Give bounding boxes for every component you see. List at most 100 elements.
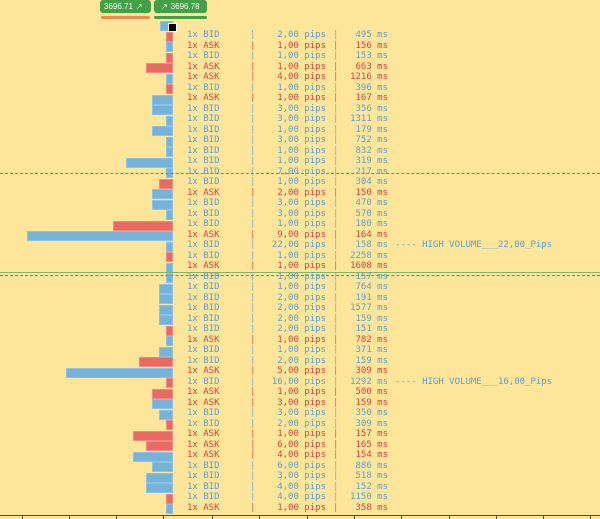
separator: | xyxy=(333,334,339,345)
axis-tick xyxy=(22,515,23,519)
ask-volume-bar xyxy=(133,430,173,441)
separator: | xyxy=(250,240,256,250)
separator: | xyxy=(250,376,256,387)
ask-volume-bar xyxy=(166,84,173,94)
high-volume-note: ---- HIGH VOLUME___22,00_Pips xyxy=(395,240,553,250)
separator: | xyxy=(333,450,339,460)
trade-ms: 309 ms xyxy=(355,366,388,376)
trade-row: 1x BID | 7,00 pips | 217 ms xyxy=(0,167,600,178)
trade-pips: 1,00 pips xyxy=(277,40,326,51)
bid-volume-bar xyxy=(166,73,173,84)
bid-volume-bar xyxy=(133,451,173,462)
trade-pips: 22,00 pips xyxy=(271,240,326,250)
trade-pips: 3,00 pips xyxy=(277,208,326,219)
trade-side: 1x ASK xyxy=(187,387,220,397)
trade-ms: 1292 ms xyxy=(350,376,388,387)
separator: | xyxy=(250,408,256,418)
trade-ms: 159 ms xyxy=(355,397,388,408)
ask-volume-bar xyxy=(166,31,173,42)
separator: | xyxy=(333,219,339,229)
trade-ms: 319 ms xyxy=(355,156,388,166)
trade-pips: 3,00 pips xyxy=(277,471,326,481)
trade-row: 1x BID | 3,00 pips | 518 ms xyxy=(0,471,600,482)
trade-pips: 1,00 pips xyxy=(277,124,326,135)
trade-pips: 1,00 pips xyxy=(277,51,326,61)
separator: | xyxy=(250,82,256,93)
trade-ms: 2258 ms xyxy=(350,250,388,261)
separator: | xyxy=(250,145,256,156)
trade-ms: 217 ms xyxy=(355,166,388,177)
axis-tick xyxy=(212,515,213,519)
bid-volume-bar xyxy=(152,462,173,472)
trade-ms: 350 ms xyxy=(355,408,388,418)
trade-pips: 1,00 pips xyxy=(277,271,326,282)
bid-volume-bar xyxy=(152,94,173,105)
trade-side: 1x BID xyxy=(187,355,220,366)
trade-pips: 9,00 pips xyxy=(277,229,326,240)
high-volume-note: ---- HIGH VOLUME___16,00_Pips xyxy=(395,376,553,387)
bid-price: 3696.71 xyxy=(104,2,133,11)
trade-ms: 151 ms xyxy=(355,324,388,334)
separator: | xyxy=(250,114,256,124)
arrow-up-right-icon: ↗ xyxy=(135,2,143,11)
trade-ms: 158 ms xyxy=(355,240,388,250)
bid-volume-bar xyxy=(152,199,173,210)
trade-ms: 157 ms xyxy=(355,271,388,282)
trade-ms: 153 ms xyxy=(355,51,388,61)
axis-tick xyxy=(590,515,591,519)
separator: | xyxy=(333,292,339,303)
trade-pips: 1,00 pips xyxy=(277,345,326,355)
separator: | xyxy=(250,229,256,240)
separator: | xyxy=(250,292,256,303)
trade-ms: 152 ms xyxy=(355,481,388,492)
trade-pips: 2,00 pips xyxy=(277,292,326,303)
separator: | xyxy=(250,208,256,219)
separator: | xyxy=(250,166,256,177)
separator: | xyxy=(250,219,256,229)
trade-ms: 179 ms xyxy=(355,124,388,135)
separator: | xyxy=(333,208,339,219)
trade-row: 1x BID | 2,00 pips | 151 ms xyxy=(0,324,600,335)
bid-volume-bar xyxy=(166,336,173,346)
trade-row: 1x BID | 2,00 pips | 191 ms xyxy=(0,293,600,304)
separator: | xyxy=(333,229,339,240)
trade-ms: 1216 ms xyxy=(350,72,388,82)
trade-pips: 1,00 pips xyxy=(277,61,326,72)
separator: | xyxy=(333,261,339,271)
trade-row: 1x BID | 1,00 pips | 319 ms xyxy=(0,156,600,167)
bid-volume-bar xyxy=(159,409,173,420)
trade-row: 1x BID | 1,00 pips | 832 ms xyxy=(0,146,600,157)
trade-ms: 154 ms xyxy=(355,450,388,460)
ask-price-badge[interactable]: ↗ 3696.78 xyxy=(154,0,207,13)
axis-tick xyxy=(401,515,402,519)
separator: | xyxy=(250,481,256,492)
trade-row: 1x BID | 1,00 pips | 371 ms xyxy=(0,345,600,356)
trade-side: 1x BID xyxy=(187,313,220,324)
trade-row: 1x BID | 3,00 pips | 1311 ms xyxy=(0,114,600,125)
trade-ms: 159 ms xyxy=(355,355,388,366)
trade-side: 1x BID xyxy=(187,481,220,492)
trade-side: 1x BID xyxy=(187,82,220,93)
trade-side: 1x ASK xyxy=(187,40,220,51)
trade-row: 1x ASK | 5,00 pips | 309 ms xyxy=(0,366,600,377)
separator: | xyxy=(250,250,256,261)
trade-pips: 2,00 pips xyxy=(277,313,326,324)
trade-side: 1x BID xyxy=(187,292,220,303)
trade-row: 1x ASK | 1,00 pips | 167 ms xyxy=(0,93,600,104)
trade-row: 1x BID | 3,00 pips | 570 ms xyxy=(0,209,600,220)
bid-volume-bar xyxy=(159,283,173,294)
separator: | xyxy=(333,397,339,408)
bid-price-badge[interactable]: 3696.71 ↗ xyxy=(100,0,151,13)
trade-pips: 2,00 pips xyxy=(277,355,326,366)
trade-side: 1x BID xyxy=(187,166,220,177)
trade-row: 1x ASK | 6,00 pips | 165 ms xyxy=(0,440,600,451)
trade-side: 1x BID xyxy=(187,303,220,313)
trade-pips: 1,00 pips xyxy=(277,219,326,229)
ask-volume-bar xyxy=(146,63,173,73)
separator: | xyxy=(250,439,256,450)
trade-ms: 304 ms xyxy=(355,177,388,187)
trade-row: 1x ASK | 1,00 pips | 782 ms xyxy=(0,335,600,346)
trade-row: 1x ASK | 1,00 pips | 500 ms xyxy=(0,387,600,398)
trade-pips: 2,00 pips xyxy=(277,30,326,40)
trade-pips: 4,00 pips xyxy=(277,450,326,460)
